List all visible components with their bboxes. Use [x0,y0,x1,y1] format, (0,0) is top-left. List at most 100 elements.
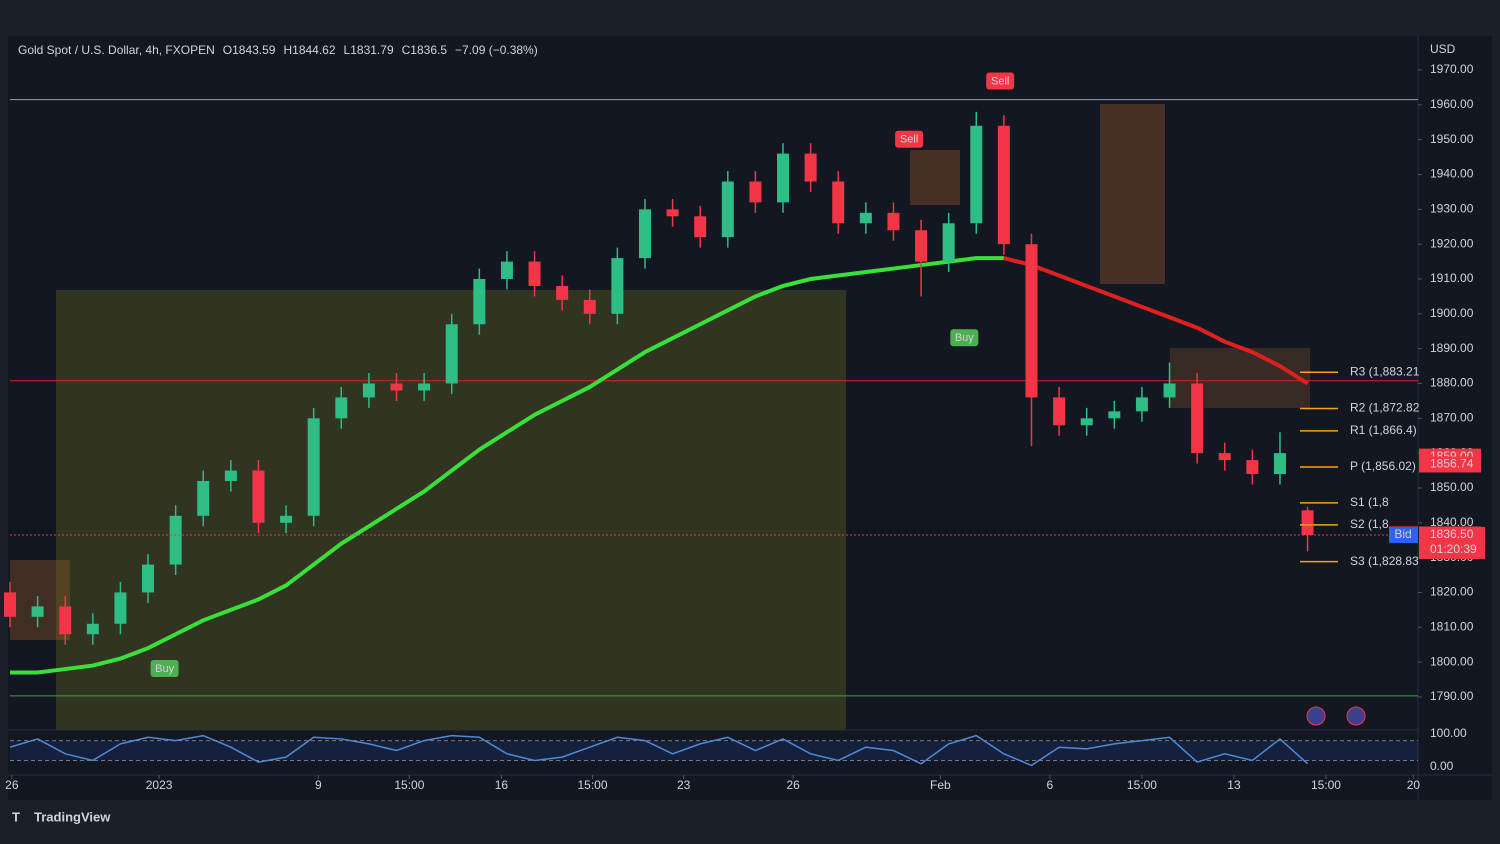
candle-body [362,383,375,398]
price-tag [1419,456,1481,473]
y-tick-label: 1880.00 [1430,376,1474,390]
pivot-label: R1 (1,866.4) [1350,423,1417,437]
candle-body [749,181,762,203]
candle-body [583,299,596,314]
y-tick-label: 1950.00 [1430,132,1474,146]
shaded-box [1100,104,1165,284]
moving-average [10,256,1004,675]
pivot-label: S2 (1,8 [1350,517,1389,531]
candle-body [114,592,127,624]
x-tick-label: 15:00 [578,778,608,792]
candle-body [224,470,237,481]
brand-logo: T [12,809,20,824]
candle-body [777,153,790,203]
ohlc-label: H [283,43,292,57]
candle-body [1108,411,1121,419]
y-tick-label: 1840.00 [1430,515,1474,529]
candle-body [142,564,155,593]
candle-body [638,209,651,259]
moving-average [1003,256,1309,386]
x-tick-label: 26 [786,778,800,792]
x-tick-label: Feb [930,778,951,792]
y-tick-label: 1890.00 [1430,341,1474,355]
x-tick-label: 15:00 [1127,778,1157,792]
candle-body [970,125,983,224]
x-tick-label: 15:00 [394,778,424,792]
countdown: 01:20:39 [1430,542,1477,556]
candle-body [59,606,72,635]
candle-body [528,261,541,286]
y-tick-label: 1810.00 [1430,619,1474,633]
signal-badge [986,72,1015,90]
candle-body [280,515,293,523]
y-tick-label: 1930.00 [1430,202,1474,216]
signal-badge [950,329,979,347]
shaded-box [910,150,960,205]
signal-badge [895,130,924,148]
y-tick-label: 1790.00 [1430,689,1474,703]
x-tick-label: 20 [1407,778,1421,792]
candle-body [1218,453,1231,461]
y-tick-label: 1960.00 [1430,97,1474,111]
candle-body [887,212,900,231]
oscillator-tick-label: 100.00 [1430,726,1467,740]
candle-body [859,212,872,224]
candle-body [4,592,16,617]
x-tick-label: 9 [315,778,322,792]
oscillator-line [9,734,1309,767]
chart-panel [8,36,1492,800]
candle-body [942,223,955,262]
oscillator-tick-label: 0.00 [1430,759,1454,773]
ohlc-value: 1831.79 [350,43,394,57]
ohlc-label: C [402,43,411,57]
signal-label: Buy [155,663,174,675]
x-tick-label: 26 [5,778,19,792]
pivot-label: S1 (1,8 [1350,495,1389,509]
candle-body [1080,418,1093,426]
candle-body [721,181,734,238]
candle-body [1191,383,1204,454]
candle-body [1246,460,1259,475]
price-tag-name: Bid [1394,527,1411,541]
candle-body [1273,453,1286,475]
ohlc-label: L [344,43,351,57]
y-tick-label: 1920.00 [1430,236,1474,250]
pivot-label: P (1,856.02) [1350,459,1416,473]
chart-title: Gold Spot / U.S. Dollar, 4h, FXOPEN [18,43,215,57]
flag-icon[interactable] [1306,706,1326,726]
ohlc-label: O [223,43,232,57]
y-tick-label: 1900.00 [1430,306,1474,320]
candle-body [556,285,569,300]
x-tick-label: 15:00 [1311,778,1341,792]
candle-body [997,125,1010,245]
candle-body [1301,510,1314,535]
x-tick-label: 13 [1227,778,1241,792]
candle-body [86,623,99,635]
candle-body [169,515,182,565]
candle-body [252,470,265,523]
candle-body [1163,383,1176,398]
y-tick-label: 1940.00 [1430,167,1474,181]
x-tick-label: 6 [1047,778,1054,792]
brand: TradingView [34,809,111,824]
last-price-label: 1836.50 [1430,527,1474,541]
candle-body [832,181,845,224]
candle-body [197,480,210,516]
candle-body [500,261,513,279]
candle-body [1053,397,1066,426]
y-tick-label: 1970.00 [1430,62,1474,76]
pivot-label: R3 (1,883.21 [1350,364,1420,378]
y-tick-label: 1870.00 [1430,410,1474,424]
y-tick-label: 1850.00 [1430,480,1474,494]
signal-label: Sell [991,75,1009,87]
price-tag-label: 1856.74 [1430,457,1474,471]
candle-body [307,418,320,516]
signal-label: Buy [955,332,974,344]
flag-icon[interactable] [1346,706,1366,726]
candle-body [804,153,817,182]
candle-body [390,383,403,391]
pivot-label: R2 (1,872.82 [1350,401,1420,415]
candle-body [611,258,624,314]
change-label: −7.09 (−0.38%) [455,43,538,57]
